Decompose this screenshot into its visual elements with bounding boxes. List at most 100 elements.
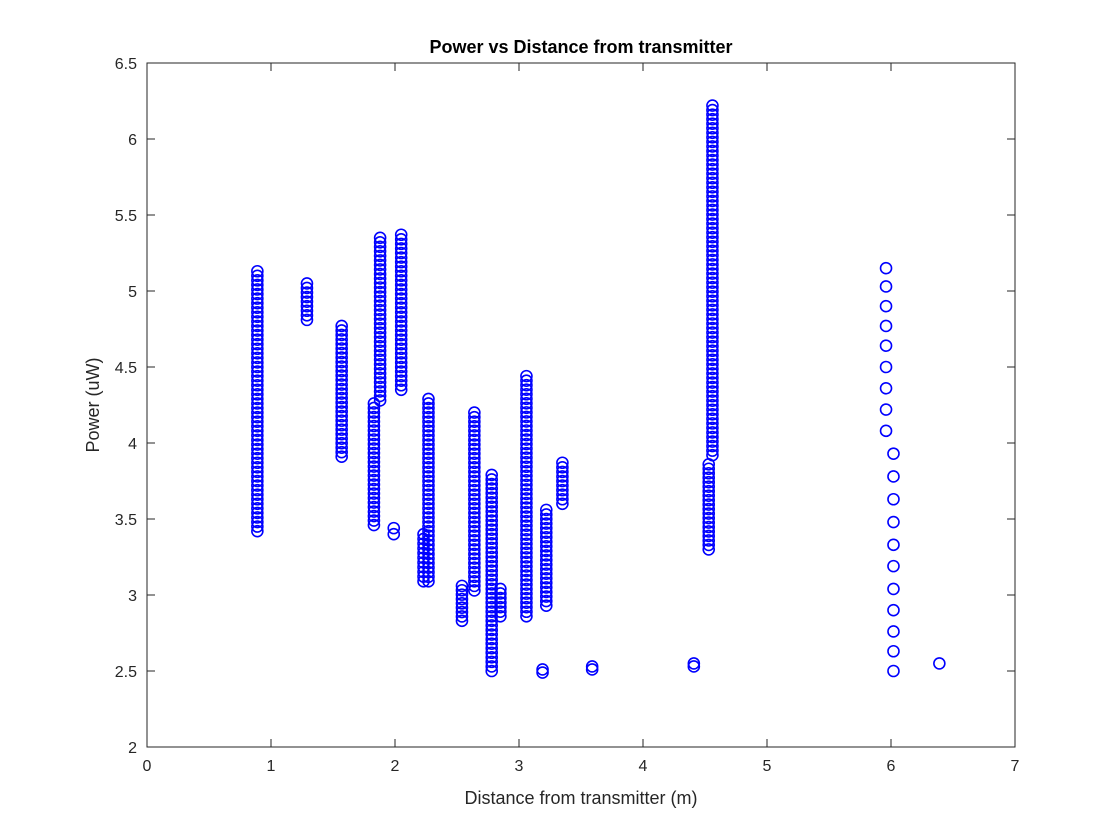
data-point bbox=[422, 556, 435, 570]
data-point bbox=[539, 535, 553, 549]
data-point bbox=[251, 383, 264, 397]
data-point bbox=[394, 278, 408, 292]
data-point bbox=[468, 451, 481, 465]
data-point bbox=[485, 568, 499, 582]
data-point bbox=[706, 326, 719, 339]
data-point bbox=[455, 601, 469, 615]
data-point bbox=[539, 517, 553, 530]
x-tick-label: 7 bbox=[1011, 758, 1020, 775]
data-point bbox=[520, 564, 533, 578]
data-point bbox=[373, 348, 387, 362]
data-point bbox=[422, 415, 435, 429]
data-point bbox=[485, 646, 499, 660]
data-point bbox=[520, 401, 533, 415]
data-point bbox=[468, 502, 481, 515]
data-point bbox=[373, 303, 387, 317]
data-point bbox=[455, 583, 469, 597]
data-point bbox=[373, 362, 387, 376]
data-point bbox=[367, 437, 381, 451]
data-point bbox=[251, 351, 264, 365]
axis-ticks bbox=[146, 62, 1016, 748]
data-point bbox=[706, 149, 719, 162]
data-point bbox=[335, 409, 348, 423]
data-point bbox=[394, 360, 408, 374]
data-point bbox=[539, 553, 553, 567]
data-point bbox=[702, 543, 716, 556]
data-point bbox=[520, 374, 533, 387]
data-point bbox=[394, 342, 408, 356]
data-point bbox=[394, 296, 408, 310]
data-point bbox=[706, 421, 719, 435]
data-point bbox=[373, 272, 387, 285]
data-point bbox=[556, 479, 569, 492]
data-point bbox=[394, 228, 408, 242]
data-point bbox=[520, 510, 533, 523]
data-point bbox=[422, 438, 435, 451]
data-point bbox=[706, 221, 719, 235]
data-point bbox=[373, 263, 387, 276]
data-point bbox=[394, 374, 408, 387]
y-tick-label: 6 bbox=[128, 132, 137, 149]
data-point bbox=[879, 424, 893, 438]
data-point bbox=[422, 492, 435, 506]
data-point bbox=[251, 333, 264, 346]
data-point bbox=[706, 353, 719, 367]
data-point bbox=[422, 561, 435, 574]
y-tick-label: 2 bbox=[128, 740, 137, 757]
data-point bbox=[394, 301, 408, 315]
data-point bbox=[367, 478, 381, 491]
data-point bbox=[251, 442, 264, 456]
data-point bbox=[394, 260, 408, 273]
data-point bbox=[373, 312, 387, 326]
data-point bbox=[468, 515, 481, 529]
data-point bbox=[706, 185, 719, 199]
data-point bbox=[251, 502, 264, 515]
y-tick-label: 4 bbox=[128, 436, 137, 453]
data-point bbox=[706, 398, 719, 412]
data-point bbox=[485, 546, 499, 559]
data-point bbox=[520, 569, 533, 582]
data-point bbox=[335, 342, 348, 355]
data-point bbox=[251, 388, 264, 401]
data-point bbox=[539, 521, 553, 535]
data-point bbox=[468, 470, 481, 483]
data-point bbox=[702, 493, 716, 507]
x-tick-label: 6 bbox=[887, 758, 896, 775]
data-point bbox=[706, 135, 719, 149]
data-point bbox=[520, 392, 533, 406]
data-point bbox=[520, 464, 533, 478]
data-point bbox=[706, 276, 719, 289]
data-point bbox=[706, 190, 719, 203]
data-point bbox=[520, 587, 533, 600]
data-point bbox=[520, 591, 533, 605]
data-point bbox=[335, 355, 348, 369]
data-point bbox=[251, 483, 264, 497]
data-point bbox=[539, 549, 553, 562]
data-point bbox=[251, 319, 264, 333]
data-point bbox=[335, 373, 348, 387]
data-point bbox=[494, 587, 507, 600]
y-tick-label: 5.5 bbox=[115, 208, 137, 225]
data-point bbox=[485, 527, 499, 541]
data-point bbox=[394, 369, 408, 383]
data-point bbox=[251, 461, 264, 474]
data-point bbox=[520, 415, 533, 428]
data-point bbox=[706, 358, 719, 371]
data-point bbox=[520, 532, 533, 546]
data-point bbox=[367, 496, 381, 509]
data-point bbox=[556, 497, 569, 511]
data-point bbox=[520, 383, 533, 397]
data-point bbox=[251, 447, 264, 460]
data-point bbox=[702, 502, 716, 516]
x-tick-label: 3 bbox=[515, 758, 524, 775]
data-point bbox=[539, 544, 553, 558]
data-point bbox=[556, 456, 569, 470]
data-point bbox=[335, 364, 348, 378]
data-point bbox=[933, 657, 946, 670]
y-tick-label: 3 bbox=[128, 588, 137, 605]
data-point bbox=[702, 484, 716, 498]
data-point bbox=[539, 599, 553, 612]
data-point bbox=[706, 362, 719, 376]
data-point bbox=[251, 347, 264, 360]
data-point bbox=[251, 511, 264, 524]
